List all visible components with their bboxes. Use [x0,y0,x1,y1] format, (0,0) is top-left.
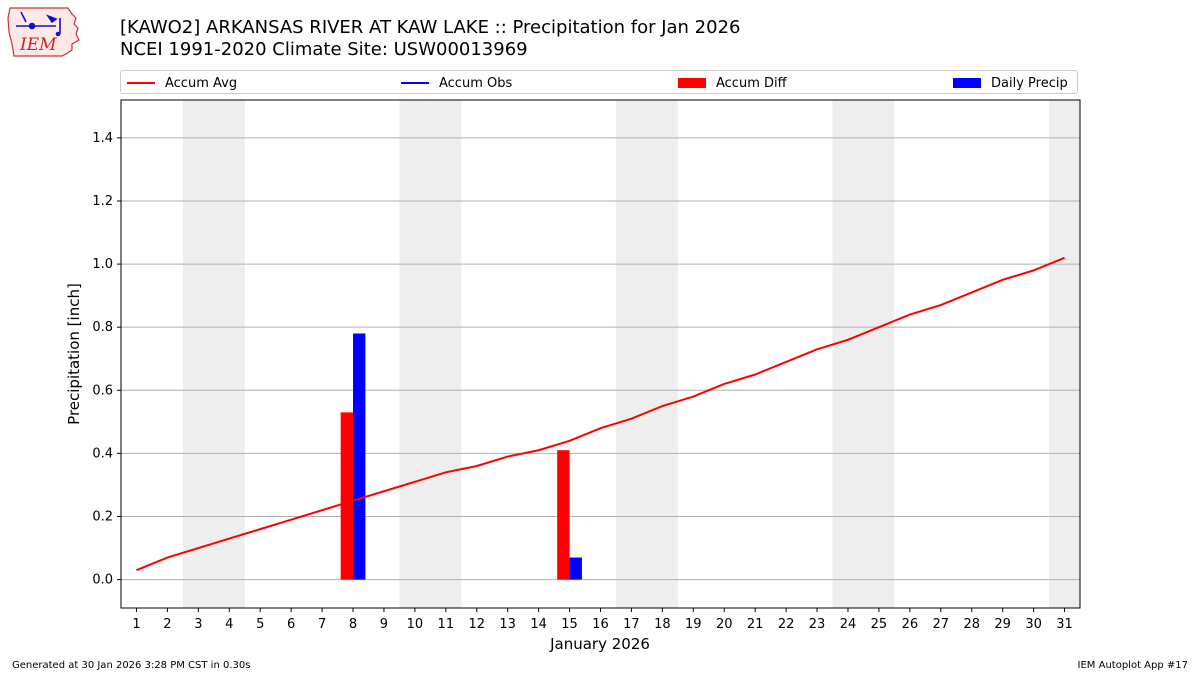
legend-swatch [953,78,981,88]
x-tick-label: 2 [163,617,171,632]
app-id: IEM Autoplot App #17 [1077,660,1188,671]
x-tick-label: 27 [933,617,950,632]
x-tick-label: 13 [499,617,516,632]
y-tick-label: 0.2 [92,509,113,524]
y-tick-label: 0.0 [92,573,113,588]
x-tick-label: 6 [287,617,295,632]
y-tick-label: 1.2 [92,194,113,209]
legend-label: Daily Precip [991,75,1068,91]
weekend-shading [399,100,462,608]
bar-accum-diff [340,412,354,580]
x-tick-label: 14 [530,617,547,632]
x-tick-label: 25 [871,617,888,632]
line-accum-avg [136,256,1065,572]
x-tick-label: 1 [132,617,140,632]
iem-logo: IEM [7,7,80,57]
legend-item-accum-avg: Accum Avg [127,74,237,92]
weekend-shading [615,100,678,608]
x-tick-label: 11 [438,617,455,632]
x-tick-label: 19 [685,617,702,632]
x-tick-label: 8 [349,617,357,632]
weekend-shading [832,100,895,608]
x-tick-label: 29 [994,617,1011,632]
legend-label: Accum Obs [439,75,513,91]
x-tick-label: 26 [902,617,919,632]
bar-daily-precip [353,333,366,580]
x-tick-label: 21 [747,617,764,632]
x-tick-label: 18 [654,617,671,632]
y-tick-label: 0.8 [92,320,113,335]
x-tick-label: 4 [225,617,233,632]
x-tick-label: 5 [256,617,264,632]
weekend-shading [182,100,245,608]
chart-legend: Accum Avg Accum Obs Accum Diff Daily Pre… [120,70,1078,94]
x-tick-label: 22 [778,617,795,632]
x-tick-label: 30 [1025,617,1042,632]
y-tick-label: 1.0 [92,257,113,272]
legend-item-daily-precip: Daily Precip [953,74,1068,92]
logo-text: IEM [19,35,57,55]
weather-station-icon [16,11,61,37]
x-tick-label: 20 [716,617,733,632]
legend-label: Accum Avg [165,75,238,91]
x-tick-label: 12 [468,617,485,632]
y-tick-label: 1.4 [92,131,113,146]
y-tick-label: 0.4 [92,446,113,461]
x-tick-label: 9 [380,617,388,632]
weekend-shading [1049,100,1080,608]
bar-daily-precip [569,557,582,580]
generated-timestamp: Generated at 30 Jan 2026 3:28 PM CST in … [12,660,251,671]
x-tick-label: 23 [809,617,826,632]
plot-frame [120,99,1081,609]
chart-subtitle: NCEI 1991-2020 Climate Site: USW00013969 [120,39,528,60]
legend-swatch [678,78,706,88]
y-axis-label: Precipitation [inch] [65,283,83,425]
x-tick-label: 7 [318,617,326,632]
x-tick-label: 10 [407,617,424,632]
x-tick-label: 17 [623,617,640,632]
legend-swatch [127,82,155,84]
x-tick-label: 31 [1056,617,1073,632]
x-tick-label: 24 [840,617,857,632]
legend-label: Accum Diff [716,75,787,91]
legend-swatch [401,82,429,84]
x-tick-label: 3 [194,617,202,632]
legend-item-accum-obs: Accum Obs [401,74,512,92]
chart-title: [KAWO2] ARKANSAS RIVER AT KAW LAKE :: Pr… [120,17,741,38]
x-axis-label: January 2026 [549,635,650,653]
legend-item-accum-diff: Accum Diff [678,74,787,92]
bar-accum-diff [557,450,570,580]
x-tick-label: 15 [561,617,578,632]
x-tick-label: 28 [963,617,980,632]
y-tick-label: 0.6 [92,383,113,398]
x-tick-label: 16 [592,617,609,632]
